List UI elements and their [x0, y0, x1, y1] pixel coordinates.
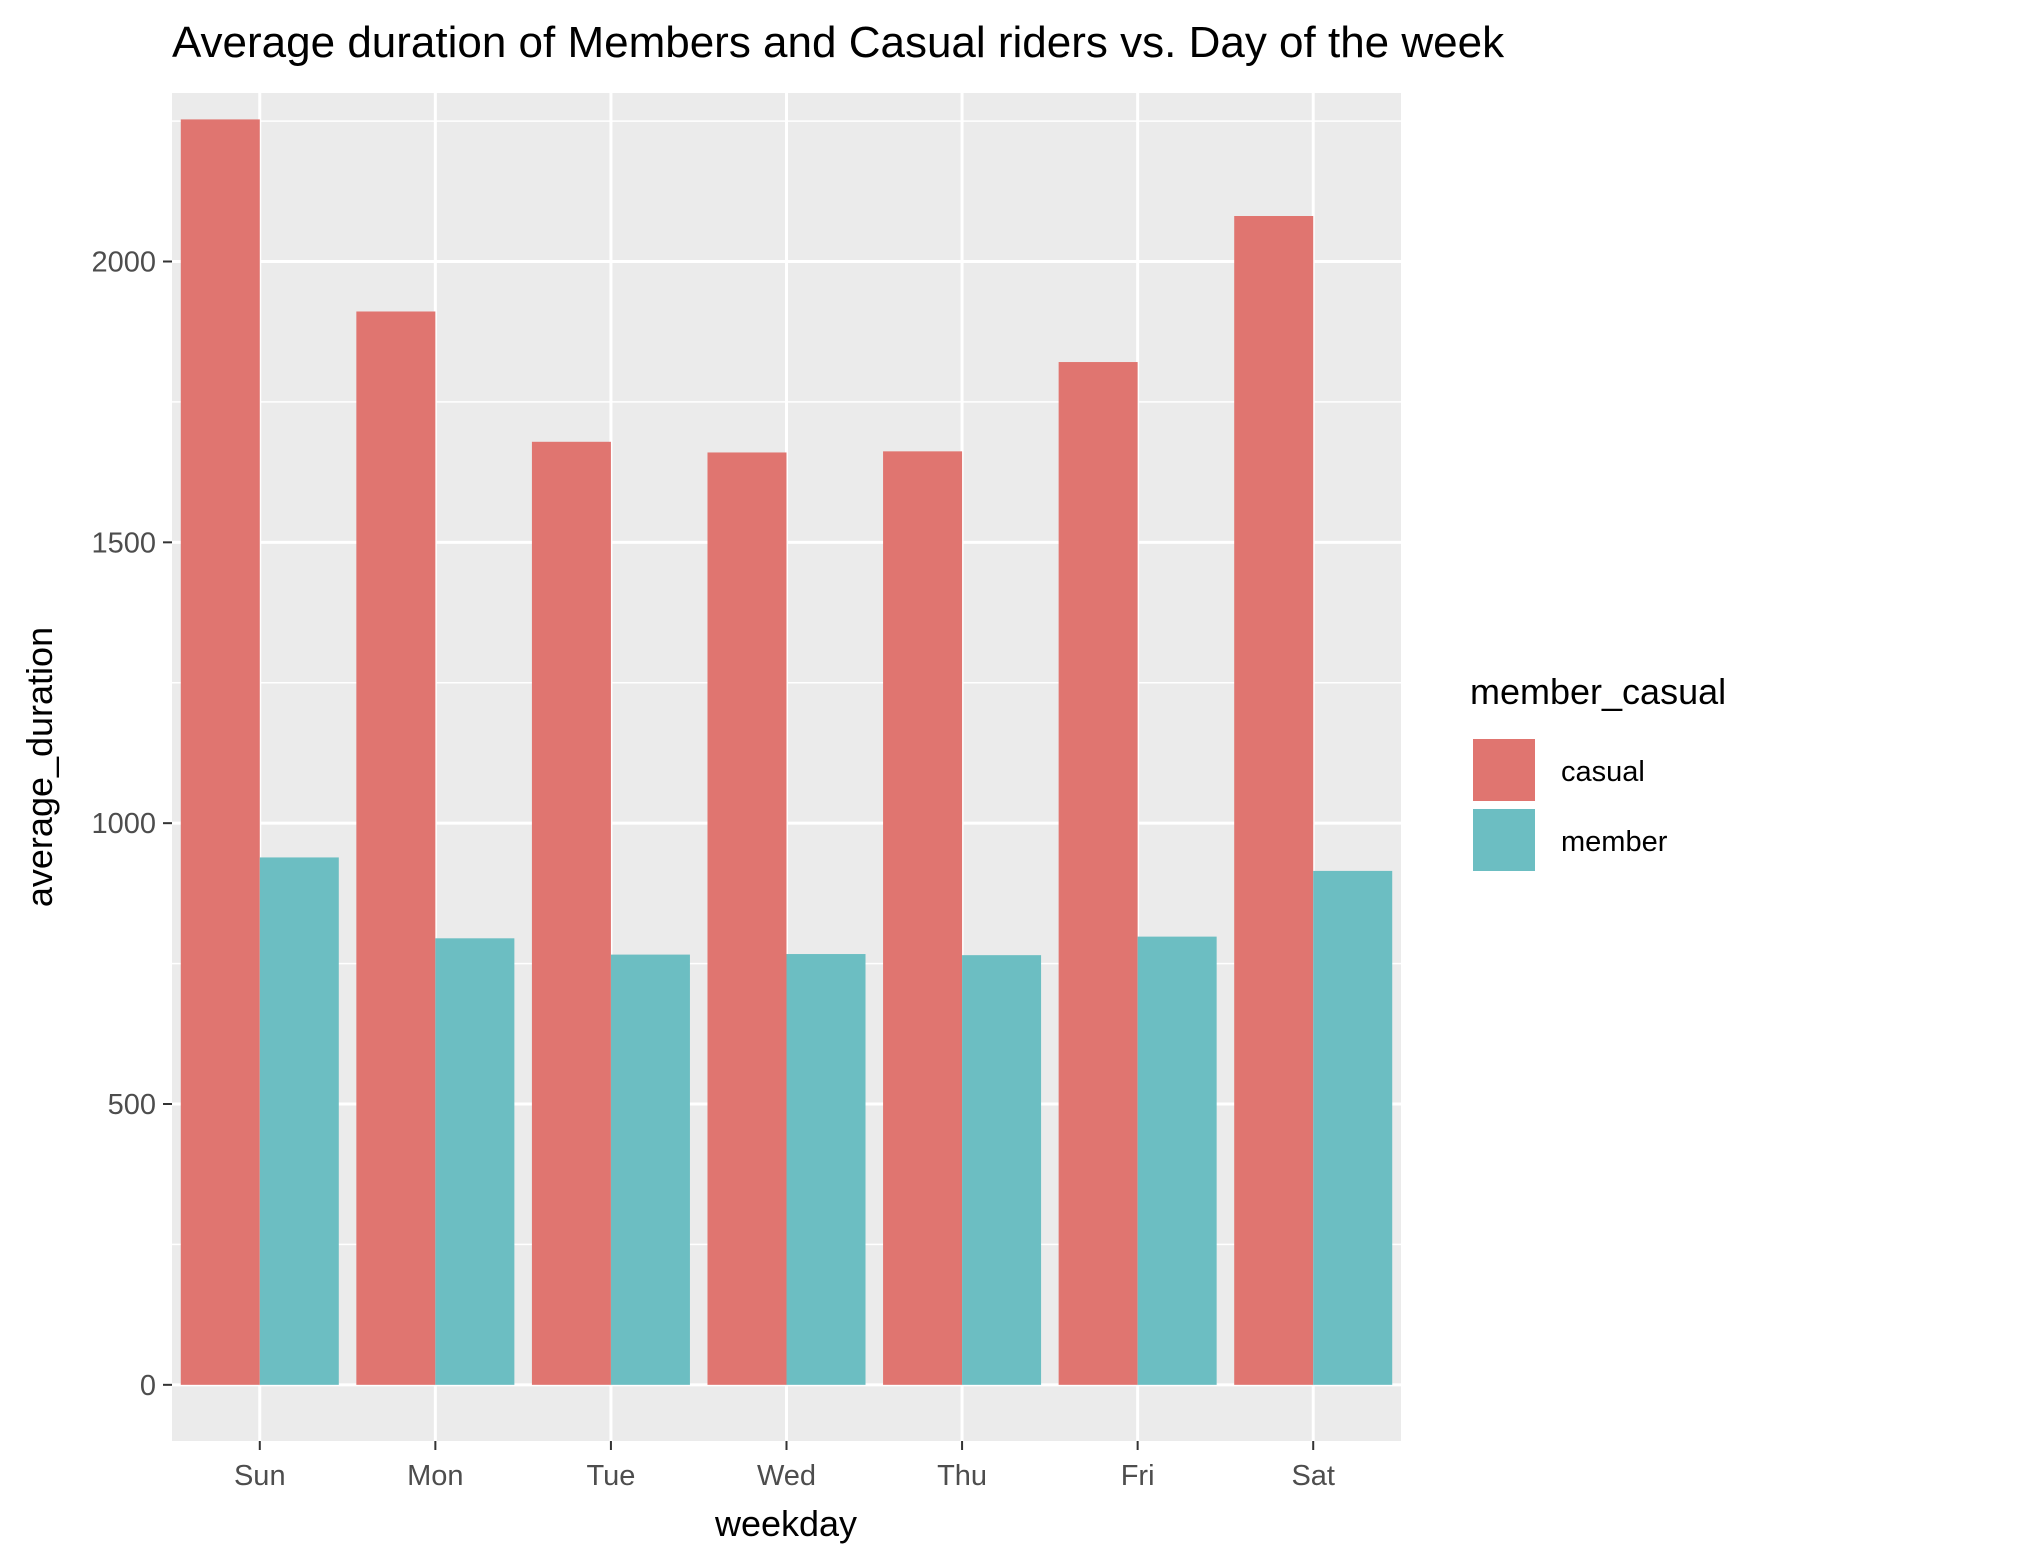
- y-tick-label: 1500: [91, 527, 156, 559]
- x-tick-label: Wed: [757, 1460, 816, 1492]
- bar-casual-wed: [707, 452, 787, 1385]
- y-tick-label: 0: [140, 1370, 156, 1402]
- x-tick-label: Sun: [234, 1460, 286, 1492]
- legend-key-member: [1471, 807, 1537, 873]
- bar-member-sun: [259, 857, 339, 1385]
- x-tick-label: Thu: [937, 1460, 987, 1492]
- legend-key-casual: [1471, 737, 1537, 803]
- x-tick-label: Mon: [407, 1460, 463, 1492]
- bar-casual-tue: [531, 441, 611, 1385]
- y-tick-label: 500: [108, 1089, 156, 1121]
- x-axis-title: weekday: [714, 1503, 857, 1544]
- legend-label-member: member: [1561, 826, 1668, 858]
- bar-member-wed: [786, 954, 866, 1385]
- x-tick-label: Fri: [1121, 1460, 1155, 1492]
- bar-casual-mon: [356, 311, 436, 1385]
- bar-member-fri: [1137, 936, 1217, 1385]
- y-axis: 0 500 1000 1500 2000: [91, 247, 172, 1402]
- legend-title: member_casual: [1470, 671, 1726, 712]
- chart-title: Average duration of Members and Casual r…: [172, 18, 1505, 67]
- bar-casual-fri: [1058, 362, 1138, 1385]
- x-axis: Sun Mon Tue Wed Thu Fri Sat: [234, 1441, 1335, 1492]
- bar-member-mon: [435, 938, 515, 1385]
- legend-label-casual: casual: [1561, 756, 1645, 788]
- bar-member-thu: [962, 955, 1042, 1385]
- bar-casual-thu: [883, 451, 963, 1385]
- y-tick-label: 1000: [91, 808, 156, 840]
- legend: member_casual casual member: [1470, 671, 1726, 873]
- x-tick-label: Sat: [1291, 1460, 1335, 1492]
- bars: [180, 119, 1393, 1385]
- bar-casual-sat: [1234, 216, 1314, 1385]
- bar-member-sat: [1313, 870, 1393, 1385]
- y-axis-title: average_duration: [19, 627, 60, 907]
- x-tick-label: Tue: [586, 1460, 635, 1492]
- y-tick-label: 2000: [91, 247, 156, 279]
- bar-member-tue: [610, 954, 690, 1385]
- bar-casual-sun: [180, 119, 260, 1385]
